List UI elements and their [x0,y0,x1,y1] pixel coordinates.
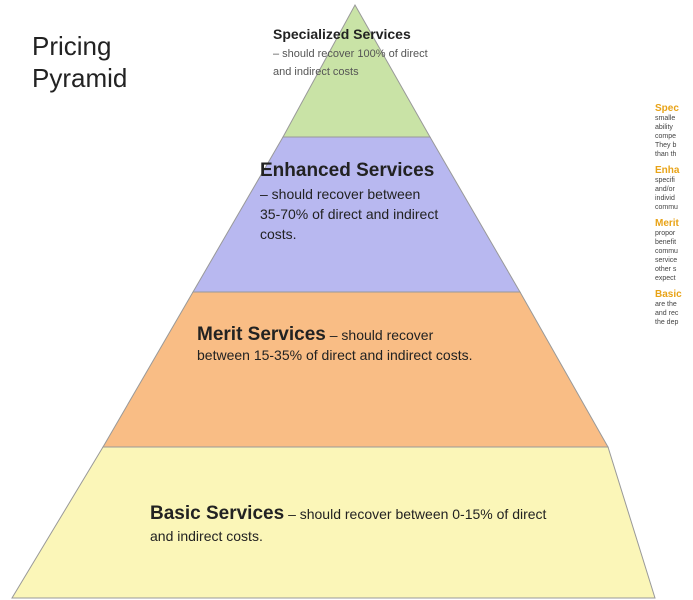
tier-head: Enhanced Services [260,160,435,181]
side-line: expect [655,275,676,282]
side-heading: Merit [655,218,679,229]
side-line: propor [655,230,676,237]
tier-shape [11,446,656,599]
tier-body: – should recover between 35-70% of direc… [260,186,439,242]
side-line: commu [655,204,678,211]
tier-text: Merit Services – should recover between … [197,325,487,365]
tier-head: Specialized Services [273,26,411,42]
side-line: specifi [655,177,675,184]
title: Pricing Pyramid [32,31,128,93]
tier-text: Enhanced Services – should recover betwe… [260,158,442,244]
side-line: commu [655,248,678,255]
side-line: individ [655,195,675,202]
tier-body: – should recover between 15-35% of direc… [197,327,473,363]
side-line: ability [655,124,673,131]
side-heading: Basic [655,289,682,300]
side-heading: Enha [655,165,680,176]
side-line: They b [655,142,677,149]
side-line: and rec [655,310,679,317]
tier-head: Basic Services [150,503,285,524]
tier-text: Basic Services – should recover between … [150,503,570,547]
side-line: benefit [655,239,677,246]
side-line: and/or [655,186,675,193]
tier-body: – should recover 100% of direct and indi… [273,48,428,78]
side-line: are the [655,301,677,308]
tier-body: – should recover between 0-15% of direct… [150,506,547,544]
side-line: smalle [655,115,676,122]
side-line: the dep [655,319,679,326]
tier-text: Specialized Services – should recover 10… [273,26,448,80]
side-line: service [655,257,678,264]
side-line: other s [655,266,677,273]
tier-head: Merit Services [197,324,326,345]
side-line: compe [655,133,677,140]
side-heading: Spec [655,103,679,114]
side-line: than th [655,151,677,158]
tier-shape [102,291,609,448]
side-notes: Spec smalle ability compe They b than th Enha s… [655,97,693,327]
